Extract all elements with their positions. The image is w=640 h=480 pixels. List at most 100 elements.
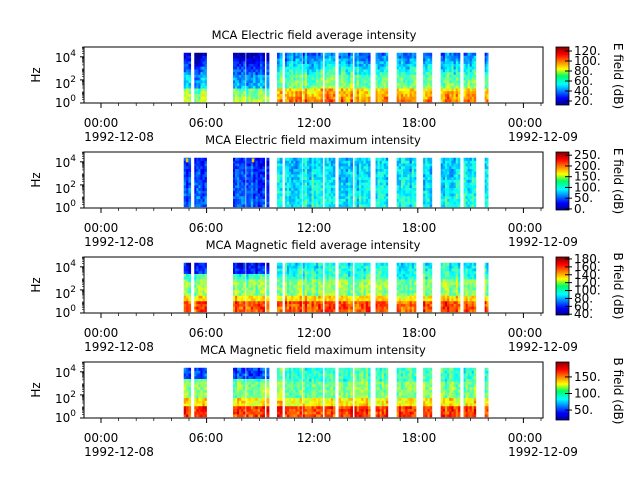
spectrogram-cell — [324, 287, 327, 291]
spectrogram-cell — [202, 182, 205, 186]
spectrogram-cell — [297, 287, 300, 291]
spectrogram-cell — [463, 80, 466, 84]
spectrogram-cell — [299, 96, 302, 100]
spectrogram-cell — [455, 190, 459, 194]
spectrogram-cell — [403, 303, 406, 307]
spectrogram-cell — [186, 270, 189, 274]
spectrogram-cell — [196, 270, 199, 274]
spectrogram-cell — [358, 185, 362, 189]
spectrogram-cell — [429, 165, 433, 169]
spectrogram-cell — [332, 306, 336, 310]
spectrogram-cell — [457, 60, 461, 64]
spectrogram-cell — [235, 171, 238, 175]
spectrogram-cell — [196, 292, 199, 296]
spectrogram-cell — [385, 276, 389, 280]
spectrogram-cell — [277, 88, 280, 92]
spectrogram-cell — [186, 171, 189, 175]
spectrogram-cell — [398, 93, 402, 97]
spectrogram-cell — [266, 303, 270, 307]
spectrogram-cell — [266, 195, 270, 199]
spectrogram-cell — [343, 77, 346, 81]
spectrogram-cell — [320, 281, 324, 285]
spectrogram-cell — [375, 298, 378, 302]
spectrogram-cell — [287, 165, 290, 169]
spectrogram-cell — [407, 93, 410, 97]
spectrogram-cell — [255, 193, 259, 197]
spectrogram-cell — [338, 93, 342, 97]
spectrogram-cell — [266, 201, 270, 205]
spectrogram-cell — [465, 187, 468, 191]
spectrogram-cell — [188, 99, 192, 103]
spectrogram-cell — [183, 204, 187, 208]
spectrogram-cell — [233, 185, 236, 189]
spectrogram-cell — [356, 58, 360, 62]
spectrogram-cell — [338, 279, 342, 283]
spectrogram-cell — [237, 82, 240, 86]
spectrogram-cell — [183, 279, 187, 283]
spectrogram-cell — [257, 279, 261, 283]
spectrogram-cell — [183, 262, 187, 266]
spectrogram-cell — [379, 290, 383, 294]
spectrogram-cell — [287, 99, 290, 103]
spectrogram-cell — [284, 284, 288, 288]
spectrogram-cell — [302, 309, 306, 313]
spectrogram-cell — [262, 265, 265, 269]
spectrogram-cell — [202, 292, 205, 296]
spectrogram-cell — [407, 90, 410, 94]
spectrogram-cell — [318, 262, 321, 266]
spectrogram-cell — [279, 69, 283, 73]
spectrogram-cell — [354, 303, 357, 307]
spectrogram-cell — [307, 303, 310, 307]
spectrogram-cell — [363, 276, 367, 280]
spectrogram-cell — [383, 298, 387, 302]
spectrogram-cell — [455, 66, 459, 70]
spectrogram-cell — [320, 187, 324, 191]
spectrogram-cell — [463, 58, 466, 62]
spectrogram-cell — [260, 99, 263, 103]
spectrogram-cell — [358, 270, 362, 274]
spectrogram-cell — [330, 80, 334, 84]
spectrogram-cell — [343, 182, 346, 186]
spectrogram-cell — [473, 182, 477, 186]
spectrogram-cell — [324, 276, 327, 280]
spectrogram-cell — [287, 187, 290, 191]
spectrogram-cell — [307, 171, 310, 175]
spectrogram-cell — [383, 295, 387, 299]
spectrogram-cell — [324, 193, 327, 197]
spectrogram-cell — [377, 273, 380, 277]
spectrogram-cell — [484, 96, 487, 100]
spectrogram-cell — [440, 99, 444, 103]
spectrogram-cell — [345, 174, 349, 178]
spectrogram-cell — [183, 284, 187, 288]
spectrogram-cell — [328, 284, 332, 288]
spectrogram-cell — [400, 74, 404, 78]
spectrogram-cell — [302, 193, 306, 197]
spectrogram-cell — [196, 63, 199, 67]
spectrogram-cell — [183, 60, 187, 64]
spectrogram-cell — [383, 287, 387, 291]
spectrogram-cell — [266, 160, 270, 164]
spectrogram-cell — [233, 198, 236, 202]
spectrogram-cell — [381, 295, 385, 299]
spectrogram-cell — [309, 171, 312, 175]
spectrogram-cell — [347, 55, 351, 59]
spectrogram-cell — [260, 96, 263, 100]
spectrogram-cell — [237, 295, 240, 299]
spectrogram-cell — [194, 160, 197, 164]
spectrogram-cell — [291, 165, 294, 169]
spectrogram-cell — [277, 69, 280, 73]
spectrogram-cell — [320, 88, 324, 92]
spectrogram-cell — [307, 195, 310, 199]
spectrogram-cell — [248, 74, 252, 78]
spectrogram-cell — [361, 174, 364, 178]
spectrogram-cell — [405, 71, 408, 75]
spectrogram-cell — [248, 163, 252, 167]
spectrogram-cell — [253, 96, 256, 100]
spectrogram-cell — [405, 300, 408, 304]
spectrogram-cell — [484, 165, 487, 169]
spectrogram-cell — [465, 74, 468, 78]
spectrogram-cell — [486, 193, 489, 197]
spectrogram-cell — [313, 187, 317, 191]
spectrogram-cell — [338, 204, 342, 208]
spectrogram-cell — [385, 60, 389, 64]
